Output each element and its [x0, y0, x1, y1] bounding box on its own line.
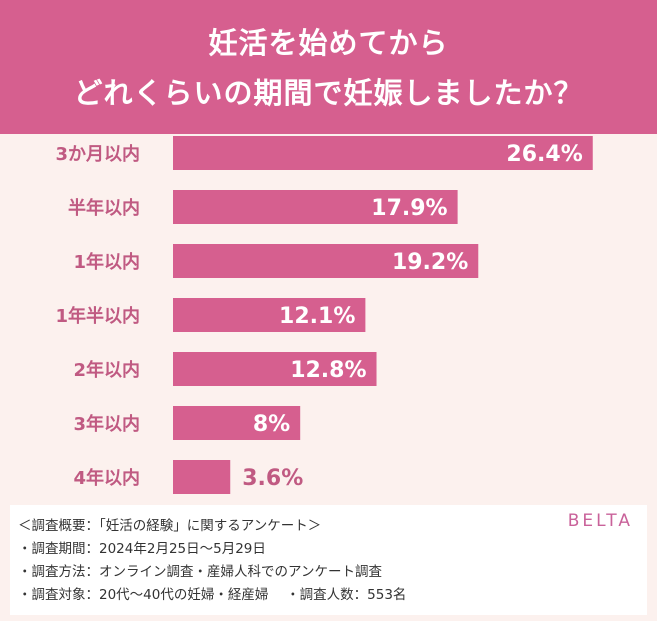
category-label: 3年以内 — [73, 413, 140, 435]
summary-heading: ＜調査概要：「妊活の経験」に関するアンケート＞ — [18, 518, 322, 534]
category-label: 2年以内 — [73, 359, 140, 381]
value-label: 3.6% — [242, 466, 303, 491]
bar — [173, 298, 366, 332]
brand-logo: BELTA — [567, 511, 633, 531]
title-line-1: 妊活を始めてから — [208, 26, 449, 60]
bar — [173, 190, 458, 224]
category-label: 半年以内 — [68, 197, 140, 219]
category-label: 1年半以内 — [55, 305, 140, 327]
category-label: 3か月以内 — [55, 143, 140, 165]
bar — [173, 244, 479, 278]
bar-chart: 3か月以内 26.4% 半年以内 17.9% 1年以内 19.2% 1年半以内 12.1% 2年… — [55, 136, 593, 494]
chart-title: 妊活を始めてから どれくらいの期間で妊娠しましたか？ — [0, 0, 657, 134]
title-line-2: どれくらいの期間で妊娠しましたか？ — [73, 76, 584, 110]
category-label: 4年以内 — [73, 467, 140, 489]
bar — [173, 352, 377, 386]
value-label: 17.9% — [371, 196, 447, 221]
bar — [173, 406, 301, 440]
value-label: 12.8% — [290, 358, 366, 383]
survey-summary: ＜調査概要：「妊活の経験」に関するアンケート＞ ・調査期間：2024年2月25日… — [10, 505, 647, 615]
bar — [173, 460, 231, 494]
value-label: 8% — [253, 412, 290, 437]
summary-period: ・調査期間：2024年2月25日〜5月29日 — [18, 541, 266, 557]
summary-target: ・調査対象：20代〜40代の妊婦・経産婦 ・調査人数：553名 — [18, 587, 407, 603]
summary-method: ・調査方法：オンライン調査・産婦人科でのアンケート調査 — [18, 564, 382, 580]
category-label: 1年以内 — [73, 251, 140, 273]
value-label: 26.4% — [506, 142, 582, 167]
value-label: 19.2% — [392, 250, 468, 275]
value-label: 12.1% — [279, 304, 355, 329]
bar — [173, 136, 593, 170]
